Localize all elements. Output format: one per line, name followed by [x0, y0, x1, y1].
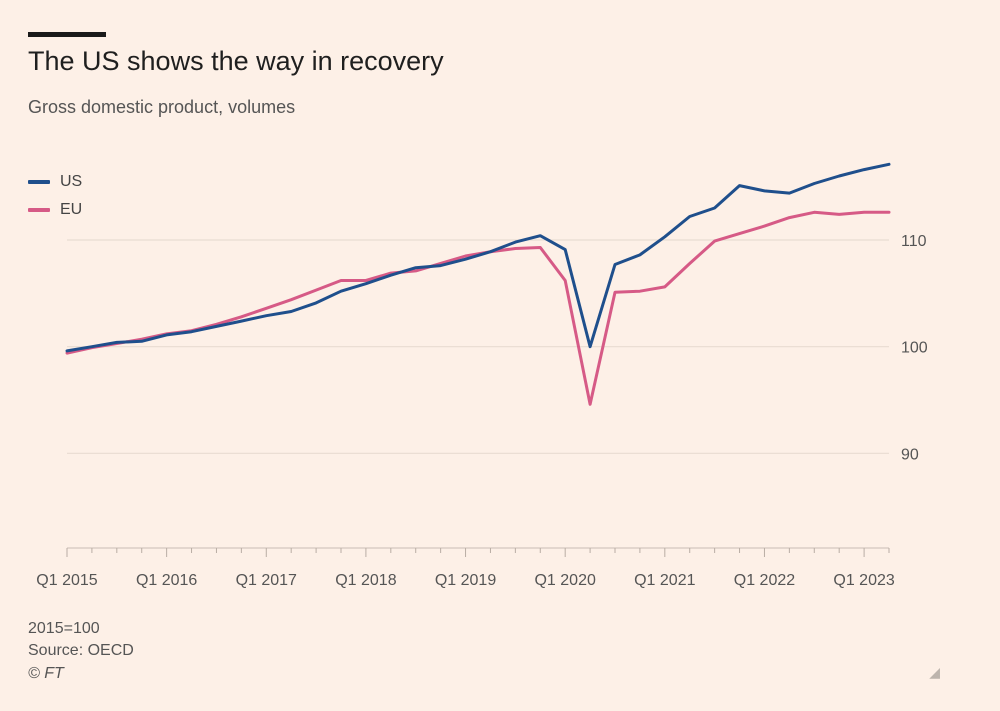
- footer-base: 2015=100: [28, 620, 100, 637]
- x-tick-label: Q1 2019: [435, 572, 496, 589]
- resize-grip-icon: ◢: [929, 664, 940, 680]
- series-line-eu: [65, 210, 891, 406]
- y-tick-label: 90: [901, 446, 919, 463]
- footer-copyright: © FT: [28, 665, 64, 682]
- chart-title: The US shows the way in recovery: [28, 46, 444, 76]
- legend-label-us: US: [60, 173, 83, 190]
- y-tick-label: 110: [901, 233, 927, 250]
- x-tick-label: Q1 2023: [833, 572, 894, 589]
- series-line-us: [65, 162, 891, 353]
- x-tick-label: Q1 2020: [534, 572, 595, 589]
- title-accent-bar: [28, 32, 106, 37]
- legend-swatch-us: [28, 180, 50, 184]
- x-tick-label: Q1 2016: [136, 572, 197, 589]
- y-tick-label: 100: [901, 340, 928, 357]
- legend-label-eu: EU: [60, 201, 83, 218]
- chart-subtitle: Gross domestic product, volumes: [28, 97, 296, 117]
- x-tick-label: Q1 2015: [36, 572, 97, 589]
- x-tick-label: Q1 2021: [634, 572, 695, 589]
- x-tick-label: Q1 2017: [236, 572, 297, 589]
- legend-item-eu: EU: [28, 201, 82, 219]
- footer-source: Source: OECD: [28, 642, 134, 659]
- x-tick-label: Q1 2018: [335, 572, 396, 589]
- x-tick-label: Q1 2022: [734, 572, 795, 589]
- legend-item-us: US: [28, 173, 82, 191]
- legend-swatch-eu: [28, 208, 50, 212]
